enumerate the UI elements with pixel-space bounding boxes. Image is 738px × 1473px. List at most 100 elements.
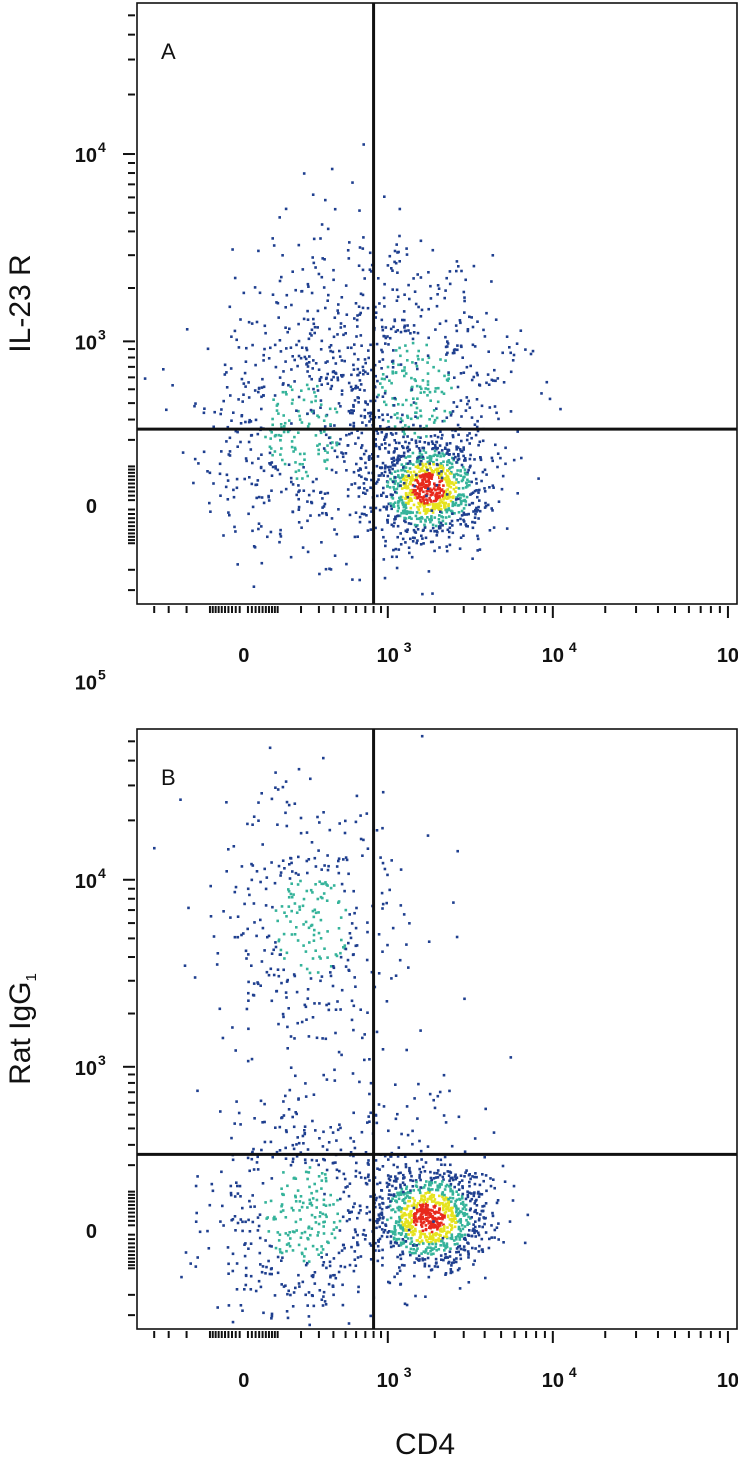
data-point [352,1236,355,1239]
data-point [303,1158,307,1161]
data-point [419,391,423,394]
data-point [363,277,366,280]
data-point [313,928,316,932]
data-point [411,1185,415,1188]
data-point [415,541,418,545]
data-point [418,1258,421,1261]
data-point [357,1290,360,1294]
data-point [444,1185,448,1188]
data-point [293,1037,296,1040]
data-point [460,514,464,517]
data-point [292,1291,296,1294]
data-point [298,1200,302,1203]
data-point [305,363,308,366]
panel-b-isotype-vs-cd4: 01031041050103104105BRat IgG1 [4,666,738,1392]
data-point [458,1287,462,1290]
data-point [427,336,430,340]
data-point [354,442,357,445]
data-point [327,1141,331,1144]
data-point [383,867,387,871]
data-point [233,1122,236,1125]
data-point [401,445,404,448]
data-point [284,1157,288,1160]
data-point [422,449,426,452]
data-point [444,289,447,292]
data-point [424,1236,427,1239]
data-point [399,363,403,366]
data-point [408,1196,412,1199]
data-point [454,324,458,327]
data-point [402,310,406,313]
data-point [236,445,239,448]
data-point [418,492,421,496]
data-point [300,526,303,529]
data-point [502,381,506,384]
data-point [471,1246,474,1250]
data-point [279,1250,282,1254]
data-point [337,1270,341,1274]
data-point [475,425,479,429]
data-point [386,1231,390,1234]
data-point [463,498,467,502]
data-point [382,296,386,300]
data-point [441,433,444,437]
data-point [270,1267,273,1270]
data-point [461,1185,464,1188]
data-point [390,267,393,270]
data-point [395,491,398,495]
data-point [468,466,472,469]
data-point [333,528,336,531]
data-point [264,1272,267,1275]
data-point [438,1208,441,1212]
data-point [447,503,450,506]
data-point [209,884,212,888]
data-point [387,502,391,506]
data-point [291,510,295,514]
data-point [320,1245,323,1248]
data-point [395,566,399,570]
data-point [458,1232,461,1236]
data-point [263,867,266,871]
data-point [369,1195,372,1198]
data-point [388,443,391,447]
data-point [442,1227,446,1231]
data-point [411,1129,414,1133]
data-point [445,276,448,280]
data-point [354,1264,358,1267]
data-point [233,1215,237,1218]
data-point [310,500,313,504]
data-point [284,306,287,309]
data-point [476,419,479,423]
data-point [411,341,415,345]
data-point [446,463,449,467]
data-point [423,1258,427,1261]
data-point [393,396,397,400]
data-point [437,451,441,454]
data-point [439,510,442,513]
data-point [288,877,292,880]
data-point [399,480,403,483]
data-point [331,1131,335,1134]
data-point [324,1213,327,1217]
data-point [462,290,466,294]
data-point [322,1290,326,1294]
data-point [317,931,321,935]
data-point [446,1226,449,1229]
data-point [412,1202,416,1205]
data-point [297,354,301,358]
data-point [229,1193,233,1197]
data-point [441,1216,444,1219]
data-point [418,489,422,493]
data-point [296,1136,299,1139]
data-point [340,389,344,392]
data-point [429,435,433,438]
data-point [406,528,409,531]
data-point [291,1143,295,1147]
data-point [355,794,359,798]
data-point [449,1163,452,1167]
data-point [322,505,326,508]
data-point [445,497,449,500]
data-point [460,479,464,483]
data-point [389,465,392,469]
data-point [420,1240,424,1243]
